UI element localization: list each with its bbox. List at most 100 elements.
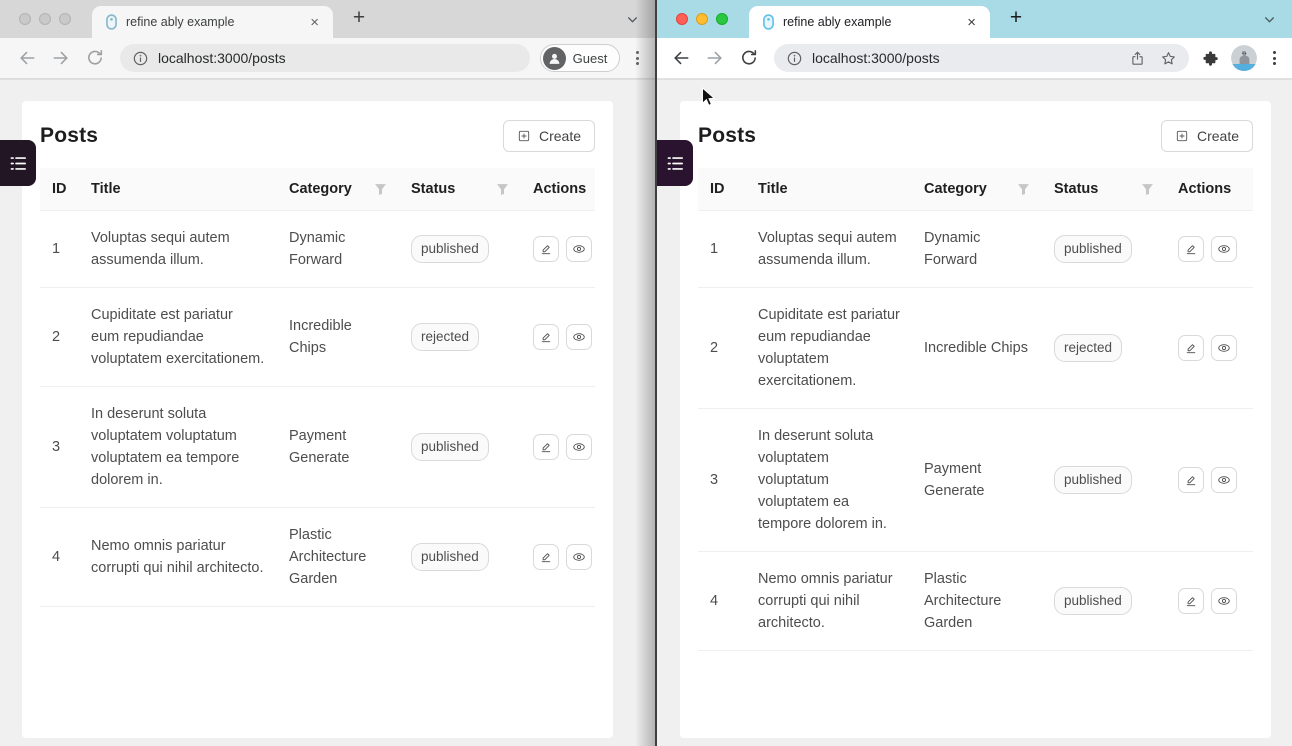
minimize-window-icon[interactable]: [696, 13, 708, 25]
sidebar-toggle-button[interactable]: [0, 140, 36, 186]
edit-button[interactable]: [1178, 236, 1204, 262]
profile-chip[interactable]: Guest: [539, 44, 621, 72]
pencil-icon: [541, 245, 551, 255]
profile-avatar[interactable]: [1231, 45, 1258, 71]
edit-button[interactable]: [533, 434, 559, 460]
cell-category: Plastic Architecture Garden: [289, 527, 367, 587]
show-button[interactable]: [566, 236, 592, 262]
status-badge: rejected: [1054, 334, 1123, 362]
cell-category: Payment Generate: [924, 461, 985, 499]
edit-button[interactable]: [1178, 588, 1204, 614]
show-button[interactable]: [1211, 588, 1237, 614]
browser-tab[interactable]: refine ably example ×: [749, 6, 990, 38]
filter-icon[interactable]: [1017, 183, 1030, 196]
close-window-icon[interactable]: [676, 13, 688, 25]
forward-icon[interactable]: [705, 48, 725, 68]
table-row: 2 Cupiditate est pariatur eum repudianda…: [40, 288, 595, 387]
posts-card: Posts Create ID Title Category: [22, 101, 613, 738]
create-button[interactable]: Create: [502, 120, 595, 152]
browser-toolbar: localhost:3000/posts: [657, 38, 1292, 79]
back-icon[interactable]: [17, 48, 37, 68]
reload-icon[interactable]: [85, 48, 105, 68]
column-header-status: Status: [399, 168, 521, 210]
edit-button[interactable]: [533, 324, 559, 350]
edit-button[interactable]: [1178, 467, 1204, 493]
status-badge: published: [411, 235, 489, 263]
filter-icon[interactable]: [374, 183, 387, 196]
eye-icon: [573, 333, 585, 341]
browser-tab[interactable]: refine ably example ×: [92, 6, 333, 38]
forward-icon[interactable]: [51, 48, 71, 68]
tab-close-icon[interactable]: ×: [967, 13, 976, 31]
browser-window-right: refine ably example × + localhost:3000/p…: [655, 0, 1292, 746]
pencil-icon: [1186, 476, 1196, 486]
column-header-id: ID: [710, 181, 725, 197]
traffic-lights: [19, 13, 71, 25]
posts-table: ID Title Category Status Actions: [40, 168, 595, 607]
zoom-window-icon[interactable]: [716, 13, 728, 25]
tab-strip: refine ably example × +: [657, 0, 1292, 38]
filter-icon[interactable]: [496, 183, 509, 196]
cell-category: Dynamic Forward: [289, 230, 346, 268]
reload-icon[interactable]: [739, 48, 759, 68]
create-button-label: Create: [538, 128, 581, 144]
chevron-down-icon[interactable]: [1263, 13, 1276, 26]
address-bar[interactable]: localhost:3000/posts: [774, 44, 1190, 72]
table-row: 2 Cupiditate est pariatur eum repudianda…: [698, 288, 1253, 409]
status-badge: published: [411, 543, 489, 571]
edit-button[interactable]: [533, 236, 559, 262]
plus-square-icon: [518, 130, 530, 142]
page-body: Posts Create ID Title Category: [0, 80, 655, 746]
show-button[interactable]: [566, 544, 592, 570]
eye-icon: [573, 553, 585, 561]
sidebar-toggle-button[interactable]: [657, 140, 693, 186]
show-button[interactable]: [1211, 467, 1237, 493]
minimize-window-icon[interactable]: [39, 13, 51, 25]
pencil-icon: [1186, 344, 1196, 354]
browser-menu-icon[interactable]: [629, 48, 645, 68]
cell-id: 4: [710, 593, 719, 609]
chevron-down-icon[interactable]: [626, 13, 639, 26]
posts-table: ID Title Category Status Actions: [698, 168, 1253, 651]
cell-title: Cupiditate est pariatur eum repudiandae …: [91, 307, 265, 367]
site-info-icon[interactable]: [132, 50, 149, 67]
share-icon[interactable]: [1129, 50, 1146, 67]
cell-category: Incredible Chips: [289, 318, 352, 356]
bookmark-star-icon[interactable]: [1160, 50, 1177, 67]
table-header-row: ID Title Category Status Actions: [40, 168, 595, 211]
table-row: 4 Nemo omnis pariatur corrupti qui nihil…: [40, 508, 595, 607]
table-row: 4 Nemo omnis pariatur corrupti qui nihil…: [698, 552, 1253, 651]
create-button[interactable]: Create: [1160, 120, 1253, 152]
edit-button[interactable]: [1178, 335, 1204, 361]
show-button[interactable]: [566, 324, 592, 350]
cell-category: Payment Generate: [289, 428, 350, 466]
site-info-icon[interactable]: [786, 50, 803, 67]
pencil-icon: [1186, 245, 1196, 255]
tab-title: refine ably example: [783, 15, 892, 29]
table-header-row: ID Title Category Status Actions: [698, 168, 1253, 211]
url-text: localhost:3000/posts: [158, 50, 286, 66]
new-tab-button[interactable]: +: [1009, 6, 1023, 29]
column-header-category: Category: [277, 168, 399, 210]
browser-menu-icon[interactable]: [1266, 48, 1282, 68]
posts-card: Posts Create ID Title Category: [680, 101, 1271, 738]
show-button[interactable]: [1211, 236, 1237, 262]
tab-close-icon[interactable]: ×: [310, 13, 319, 31]
pencil-icon: [541, 333, 551, 343]
cell-id: 3: [710, 472, 719, 488]
show-button[interactable]: [1211, 335, 1237, 361]
person-icon: [542, 46, 566, 70]
zoom-window-icon[interactable]: [59, 13, 71, 25]
close-window-icon[interactable]: [19, 13, 31, 25]
column-header-category: Category: [912, 168, 1042, 210]
edit-button[interactable]: [533, 544, 559, 570]
filter-icon[interactable]: [1141, 183, 1154, 196]
mouse-cursor: [702, 87, 716, 106]
cell-title: In deserunt soluta voluptatem voluptatum…: [758, 428, 887, 532]
show-button[interactable]: [566, 434, 592, 460]
back-icon[interactable]: [671, 48, 691, 68]
column-header-id: ID: [52, 181, 67, 197]
new-tab-button[interactable]: +: [352, 6, 366, 29]
address-bar[interactable]: localhost:3000/posts: [120, 44, 530, 72]
extensions-puzzle-icon[interactable]: [1201, 49, 1220, 68]
